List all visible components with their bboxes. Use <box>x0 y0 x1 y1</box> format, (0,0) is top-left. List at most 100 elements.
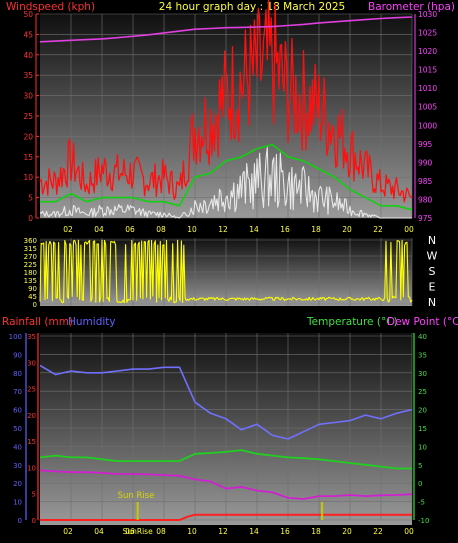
y-tick-label: 1000 <box>418 121 437 130</box>
y-tick-label: 70 <box>13 388 22 396</box>
windspeed-title: Windspeed (kph) <box>6 1 95 13</box>
barometer-axis: 975 980 985 990 995 1000 1005 1010 1015 1020 1025 1… <box>414 10 437 223</box>
rainfall-label: Rainfall (mm) <box>2 316 73 328</box>
y-tick-label: 0 <box>33 301 37 309</box>
y-tick-label: 225 <box>24 261 37 269</box>
y-tick-label: 30 <box>13 462 22 470</box>
y-tick-label: 0 <box>18 517 22 525</box>
compass-label: E <box>429 281 436 294</box>
x-tick-label: 14 <box>249 527 259 536</box>
y-tick-label: 10 <box>23 173 33 182</box>
y-tick-label: 90 <box>13 351 22 359</box>
y-tick-label: 1025 <box>418 29 437 38</box>
y-tick-label: 35 <box>23 71 33 80</box>
y-tick-label: 15 <box>23 153 33 162</box>
temperature-label: Temperature (°C) <box>306 316 398 328</box>
windspeed-axis: 0 5 10 15 20 25 30 35 40 45 50 <box>23 10 39 223</box>
y-tick-label: 15 <box>418 425 427 433</box>
y-tick-label: 980 <box>418 195 433 204</box>
y-tick-label: 1005 <box>418 103 437 112</box>
y-tick-label: 40 <box>23 51 33 60</box>
y-tick-label: 10 <box>13 499 22 507</box>
y-tick-label: 30 <box>418 370 427 378</box>
y-tick-label: 5 <box>418 462 422 470</box>
x-tick-label: 16 <box>280 225 290 234</box>
y-tick-label: 10 <box>418 443 427 451</box>
rain-temp-panel-grid <box>40 333 413 521</box>
x-tick-label: 12 <box>218 527 228 536</box>
graph-date-title: 24 hour graph day : 18 March 2025 <box>159 1 345 13</box>
humidity-label: Humidity <box>68 316 116 328</box>
wind-x-axis: 02 04 06 08 10 12 14 16 18 20 22 00 <box>63 225 414 234</box>
y-tick-label: 50 <box>23 10 33 19</box>
y-tick-label: 10 <box>27 464 36 472</box>
y-tick-label: 40 <box>418 333 427 341</box>
dewpoint-label: Dew Point (°C) <box>387 316 458 328</box>
x-tick-label: 10 <box>187 225 197 234</box>
x-tick-label: 08 <box>156 225 166 234</box>
temperature-series <box>39 449 412 470</box>
y-tick-label: 45 <box>23 30 33 39</box>
y-tick-label: 25 <box>27 386 36 394</box>
y-tick-label: 5 <box>28 194 33 203</box>
pressure-series <box>39 16 413 43</box>
y-tick-label: -5 <box>418 499 425 507</box>
x-tick-label: 20 <box>342 527 352 536</box>
x-tick-label: 10 <box>187 527 197 536</box>
y-tick-label: 30 <box>27 359 36 367</box>
y-tick-label: 0 <box>418 480 422 488</box>
y-tick-label: 5 <box>32 491 36 499</box>
rain-series <box>40 513 412 521</box>
barometer-title: Barometer (hpa) <box>368 1 455 13</box>
y-tick-label: 30 <box>23 92 33 101</box>
wind-series <box>39 0 413 219</box>
x-tick-label: 20 <box>342 225 352 234</box>
gust-series <box>39 0 413 203</box>
y-tick-label: 60 <box>13 407 22 415</box>
y-tick-label: 50 <box>13 425 22 433</box>
y-tick-label: 35 <box>27 333 36 341</box>
humidity-series <box>39 364 413 440</box>
y-tick-label: 25 <box>418 388 427 396</box>
y-tick-label: 1010 <box>418 84 437 93</box>
x-tick-label: 06 <box>125 225 135 234</box>
x-tick-label: 18 <box>311 527 321 536</box>
x-tick-label: 02 <box>63 225 73 234</box>
x-tick-label: 22 <box>373 225 383 234</box>
y-tick-label: 90 <box>28 285 37 293</box>
x-tick-label: 00 <box>404 527 414 536</box>
x-tick-label: 14 <box>249 225 259 234</box>
x-tick-label: 04 <box>94 527 104 536</box>
x-tick-label: 12 <box>218 225 228 234</box>
y-tick-label: 135 <box>24 277 37 285</box>
y-tick-label: 975 <box>418 214 433 223</box>
y-tick-label: 20 <box>13 480 22 488</box>
wind-min-series <box>39 146 412 219</box>
compass-label: N <box>428 234 436 247</box>
x-tick-label: 18 <box>311 225 321 234</box>
rain-temp-x-axis: 02 04 06 08 10 12 14 16 18 20 22 00 SunRise <box>63 527 414 536</box>
y-tick-label: 80 <box>13 370 22 378</box>
y-tick-label: 0 <box>32 517 36 525</box>
dewpoint-series <box>39 469 413 500</box>
wind-panel-grid <box>40 13 413 219</box>
sunrise-axis-label: SunRise <box>123 527 153 536</box>
y-tick-label: 35 <box>418 351 427 359</box>
y-tick-label: 180 <box>24 269 37 277</box>
compass-label: N <box>428 296 436 309</box>
y-tick-label: 995 <box>418 140 433 149</box>
temperature-axis: -10 -5 0 5 10 15 20 25 30 35 40 <box>413 333 429 525</box>
y-tick-label: 990 <box>418 158 433 167</box>
x-tick-label: 00 <box>404 225 414 234</box>
y-tick-label: 20 <box>27 412 36 420</box>
y-tick-label: 20 <box>418 407 427 415</box>
y-tick-label: 985 <box>418 177 433 186</box>
direction-series <box>39 239 413 304</box>
x-tick-label: 02 <box>63 527 73 536</box>
y-tick-label: 270 <box>24 253 37 261</box>
y-tick-label: 40 <box>13 443 22 451</box>
compass-label: W <box>427 250 438 263</box>
sunrise-text: Sun Rise <box>118 491 155 501</box>
compass-label: S <box>429 265 436 278</box>
